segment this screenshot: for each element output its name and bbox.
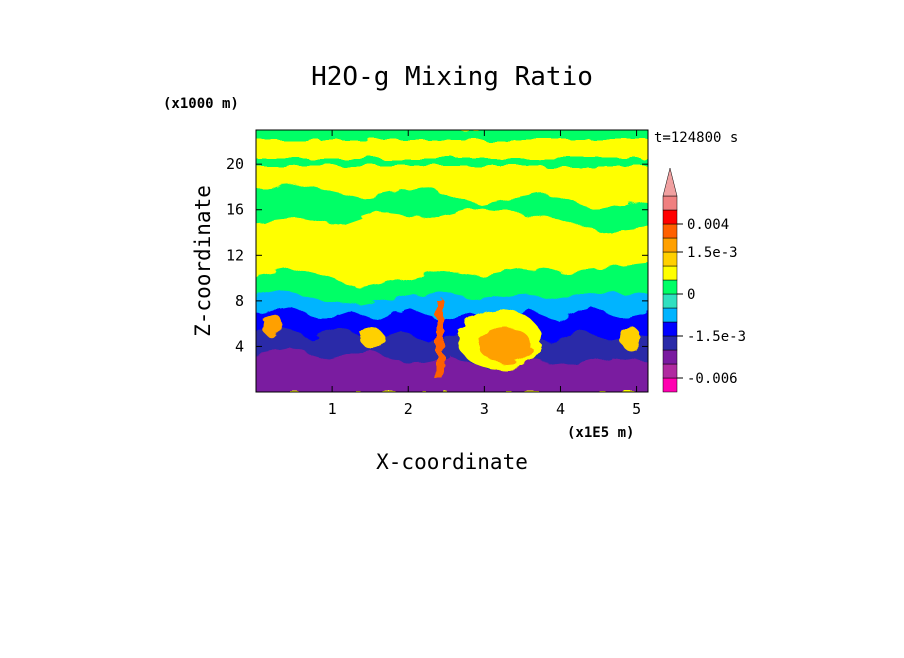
left-orange-blob [262, 313, 282, 337]
x-axis-label: X-coordinate [376, 450, 528, 474]
y-tick-label: 4 [235, 337, 244, 355]
colorbar-tick-label: 1.5e-3 [687, 245, 738, 261]
x-tick-label: 5 [632, 400, 641, 418]
colorbar-tick-label: 0 [687, 287, 695, 303]
y-tick-label: 12 [226, 246, 244, 264]
top-green-band [256, 130, 648, 140]
mid-orange-blob [360, 328, 384, 348]
x-tick-label: 4 [556, 400, 565, 418]
x-tick-label: 2 [404, 400, 413, 418]
colorbar-segment [662, 265, 678, 281]
y-unit-label: (x1000 m) [163, 96, 239, 112]
colorbar-segment [662, 209, 678, 225]
x-tick-label: 3 [480, 400, 489, 418]
colorbar-tick-label: -1.5e-3 [687, 329, 746, 345]
colorbar-extend-arrow [662, 167, 678, 197]
y-tick-label: 8 [235, 292, 244, 310]
y-tick-label: 16 [226, 201, 244, 219]
x-ticks: 1 2 3 4 5 [328, 130, 641, 418]
colorbar-segment [662, 335, 678, 351]
colorbar-segment [662, 293, 678, 309]
y-tick-label: 20 [226, 155, 244, 173]
x-tick-label: 1 [328, 400, 337, 418]
colorbar: 0.004 1.5e-3 0 -1.5e-3 -0.006 [662, 167, 746, 393]
colorbar-segment [662, 307, 678, 323]
colorbar-segment [662, 251, 678, 267]
colorbar-segment [662, 377, 678, 393]
colorbar-segment [662, 237, 678, 253]
y-ticks: 4 8 12 16 20 [226, 155, 648, 355]
red-updraft-column [436, 300, 444, 380]
colorbar-segment [662, 223, 678, 239]
colorbar-tick-label: 0.004 [687, 217, 729, 233]
colorbar-segment [662, 363, 678, 379]
chart-title: H2O-g Mixing Ratio [311, 62, 593, 92]
plot-frame [255, 129, 649, 393]
colorbar-segment [662, 349, 678, 365]
purple-layer [256, 348, 648, 392]
orange-moist-core [479, 327, 531, 363]
time-label: t=124800 s [654, 130, 738, 146]
upper-green-layer [256, 184, 648, 232]
colorbar-segment [662, 279, 678, 295]
upper-green-line [256, 158, 648, 166]
right-orange-blob [620, 326, 640, 350]
colorbar-segment [662, 195, 678, 211]
colorbar-segment [662, 321, 678, 337]
y-axis-label: Z-coordinate [191, 185, 215, 337]
x-unit-label: (x1E5 m) [567, 425, 634, 441]
contour-field [256, 130, 648, 392]
colorbar-tick-label: -0.006 [687, 371, 738, 387]
